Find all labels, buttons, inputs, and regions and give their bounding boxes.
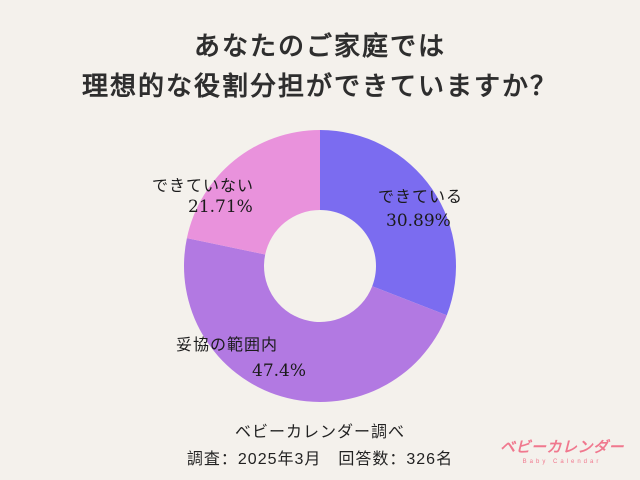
slice-label-dekiteiru: できている bbox=[378, 189, 464, 206]
slice-value-dekiteinai: 21.71% bbox=[188, 197, 253, 217]
chart-title: あなたのご家庭では 理想的な役割分担ができていますか？ bbox=[0, 26, 640, 107]
brand-logo: ベビーカレンダー Baby Calendar bbox=[499, 438, 624, 466]
survey-detail: 調査：2025年3月 回答数：326名 bbox=[186, 451, 454, 468]
slice-label-dakyou: 妥協の範囲内 bbox=[176, 337, 279, 354]
chart-title-line2: 理想的な役割分担ができていますか？ bbox=[81, 71, 558, 102]
donut-segment-1 bbox=[183, 238, 447, 402]
slice-label-dekiteinai: できていない bbox=[152, 178, 255, 195]
donut-segment-0 bbox=[320, 130, 456, 316]
slice-value-dakyou: 47.4% bbox=[252, 361, 307, 381]
donut-segment-2 bbox=[186, 130, 320, 255]
survey-source: ベビーカレンダー調べ bbox=[234, 424, 405, 441]
brand-logo-subtitle: Baby Calendar bbox=[522, 459, 602, 466]
donut-chart bbox=[183, 130, 456, 402]
slice-value-dekiteiru: 30.89% bbox=[386, 211, 451, 231]
brand-logo-text: ベビーカレンダー bbox=[499, 438, 624, 456]
chart-title-line1: あなたのご家庭では bbox=[193, 31, 446, 61]
